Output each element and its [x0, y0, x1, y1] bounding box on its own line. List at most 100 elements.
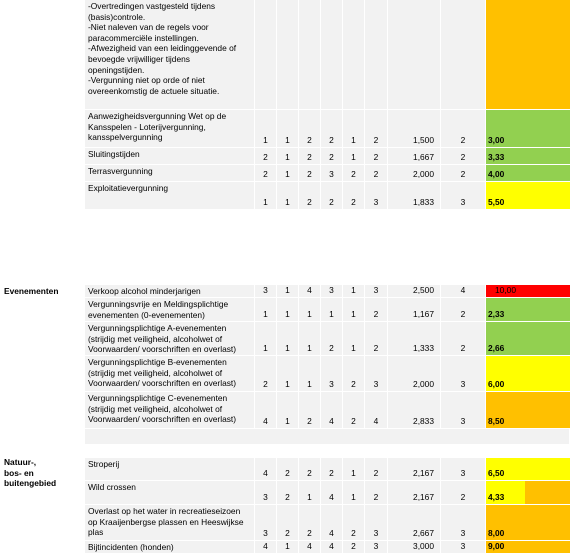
value-cell-2[interactable]: 1 — [277, 148, 299, 164]
value-cell-5[interactable]: 1 — [343, 322, 365, 355]
value-cell-3[interactable]: 2 — [299, 392, 321, 428]
score-cell[interactable]: 10,00 — [486, 285, 525, 297]
value-cell-4[interactable]: 4 — [321, 392, 343, 428]
score-cell[interactable]: 2,33 — [486, 298, 525, 321]
value-cell-5[interactable]: 1 — [343, 148, 365, 164]
description-cell[interactable]: Exploitatievergunning — [85, 182, 255, 209]
value-cell-8[interactable]: 2 — [441, 165, 486, 181]
value-cell-8[interactable]: 2 — [441, 148, 486, 164]
value-cell-5[interactable]: 2 — [343, 541, 365, 553]
value-cell-8[interactable]: 2 — [441, 322, 486, 355]
value-cell-2[interactable]: 1 — [277, 356, 299, 391]
value-cell-7[interactable]: 2,000 — [388, 356, 441, 391]
value-cell-1[interactable]: 4 — [255, 392, 277, 428]
description-cell[interactable]: Vergunningsplichtige A-evenementen (stri… — [85, 322, 255, 355]
value-cell-3[interactable]: 1 — [299, 322, 321, 355]
value-cell-3[interactable] — [299, 0, 321, 109]
value-cell-2[interactable]: 1 — [277, 285, 299, 297]
description-cell[interactable]: Sluitingstijden — [85, 148, 255, 164]
value-cell-4[interactable]: 4 — [321, 505, 343, 540]
value-cell-2[interactable]: 1 — [277, 298, 299, 321]
value-cell-6[interactable]: 2 — [365, 322, 388, 355]
value-cell-4[interactable]: 3 — [321, 356, 343, 391]
value-cell-1[interactable]: 3 — [255, 285, 277, 297]
value-cell-7[interactable]: 2,667 — [388, 505, 441, 540]
value-cell-7[interactable]: 1,833 — [388, 182, 441, 209]
value-cell-3[interactable]: 1 — [299, 298, 321, 321]
description-cell[interactable]: Wild crossen — [85, 481, 255, 504]
value-cell-7[interactable] — [388, 0, 441, 109]
value-cell-1[interactable]: 4 — [255, 458, 277, 480]
value-cell-5[interactable]: 1 — [343, 458, 365, 480]
value-cell-5[interactable]: 1 — [343, 110, 365, 147]
value-cell-7[interactable]: 1,500 — [388, 110, 441, 147]
description-cell[interactable]: Vergunningsvrije en Meldingsplichtige ev… — [85, 298, 255, 321]
value-cell-7[interactable]: 3,000 — [388, 541, 441, 553]
description-cell[interactable]: Vergunningsplichtige C-evenementen (stri… — [85, 392, 255, 428]
score-cell[interactable]: 6,50 — [486, 458, 525, 480]
value-cell-4[interactable]: 2 — [321, 110, 343, 147]
value-cell-5[interactable]: 2 — [343, 165, 365, 181]
value-cell-6[interactable]: 2 — [365, 458, 388, 480]
value-cell-3[interactable]: 4 — [299, 285, 321, 297]
value-cell-7[interactable]: 1,333 — [388, 322, 441, 355]
value-cell-7[interactable]: 2,167 — [388, 458, 441, 480]
score-cell[interactable]: 6,00 — [486, 356, 525, 391]
value-cell-6[interactable] — [365, 0, 388, 109]
value-cell-6[interactable]: 3 — [365, 541, 388, 553]
value-cell-2[interactable]: 2 — [277, 505, 299, 540]
value-cell-5[interactable] — [343, 0, 365, 109]
value-cell-5[interactable]: 1 — [343, 298, 365, 321]
value-cell-4[interactable]: 2 — [321, 322, 343, 355]
value-cell-6[interactable]: 2 — [365, 165, 388, 181]
value-cell-3[interactable]: 4 — [299, 541, 321, 553]
value-cell-4[interactable]: 2 — [321, 148, 343, 164]
description-cell[interactable]: Stroperij — [85, 458, 255, 480]
score-cell[interactable]: 3,33 — [486, 148, 525, 164]
score-cell[interactable]: 4,33 — [486, 481, 525, 504]
value-cell-3[interactable]: 1 — [299, 356, 321, 391]
score-cell[interactable] — [486, 0, 525, 109]
value-cell-4[interactable]: 1 — [321, 298, 343, 321]
value-cell-8[interactable]: 2 — [441, 298, 486, 321]
value-cell-8[interactable]: 3 — [441, 182, 486, 209]
value-cell-2[interactable] — [277, 0, 299, 109]
value-cell-8[interactable]: 3 — [441, 458, 486, 480]
value-cell-6[interactable]: 4 — [365, 392, 388, 428]
value-cell-5[interactable]: 1 — [343, 481, 365, 504]
score-cell[interactable]: 2,66 — [486, 322, 525, 355]
value-cell-3[interactable]: 2 — [299, 458, 321, 480]
value-cell-1[interactable]: 1 — [255, 110, 277, 147]
value-cell-8[interactable]: 3 — [441, 541, 486, 553]
value-cell-1[interactable]: 1 — [255, 298, 277, 321]
value-cell-1[interactable]: 2 — [255, 356, 277, 391]
score-cell[interactable]: 3,00 — [486, 110, 525, 147]
value-cell-6[interactable]: 3 — [365, 356, 388, 391]
description-cell[interactable]: Overlast op het water in recreatieseizoe… — [85, 505, 255, 540]
value-cell-5[interactable]: 2 — [343, 392, 365, 428]
value-cell-8[interactable]: 3 — [441, 505, 486, 540]
value-cell-2[interactable]: 1 — [277, 165, 299, 181]
score-cell[interactable]: 9,00 — [486, 541, 525, 553]
description-cell[interactable]: Aanwezigheidsvergunning Wet op de Kanssp… — [85, 110, 255, 147]
value-cell-5[interactable]: 1 — [343, 285, 365, 297]
value-cell-3[interactable]: 1 — [299, 481, 321, 504]
value-cell-8[interactable]: 3 — [441, 392, 486, 428]
value-cell-5[interactable]: 2 — [343, 356, 365, 391]
value-cell-2[interactable]: 2 — [277, 458, 299, 480]
value-cell-2[interactable]: 1 — [277, 182, 299, 209]
value-cell-4[interactable]: 4 — [321, 481, 343, 504]
value-cell-7[interactable]: 2,167 — [388, 481, 441, 504]
value-cell-1[interactable]: 2 — [255, 165, 277, 181]
value-cell-3[interactable]: 2 — [299, 148, 321, 164]
value-cell-4[interactable]: 2 — [321, 458, 343, 480]
description-cell[interactable]: -Overtredingen vastgesteld tijdens (basi… — [85, 0, 255, 109]
description-cell[interactable]: Verkoop alcohol minderjarigen — [85, 285, 255, 297]
value-cell-7[interactable]: 1,167 — [388, 298, 441, 321]
value-cell-7[interactable]: 2,833 — [388, 392, 441, 428]
value-cell-6[interactable]: 2 — [365, 481, 388, 504]
value-cell-2[interactable]: 2 — [277, 481, 299, 504]
value-cell-7[interactable]: 2,000 — [388, 165, 441, 181]
value-cell-1[interactable]: 3 — [255, 481, 277, 504]
value-cell-6[interactable]: 2 — [365, 148, 388, 164]
